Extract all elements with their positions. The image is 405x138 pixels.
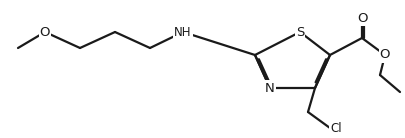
Text: Cl: Cl	[330, 121, 342, 135]
Text: O: O	[40, 26, 50, 39]
Text: O: O	[357, 11, 367, 25]
Text: N: N	[265, 82, 275, 95]
Text: S: S	[296, 26, 304, 39]
Text: NH: NH	[174, 26, 192, 39]
Text: O: O	[380, 48, 390, 62]
